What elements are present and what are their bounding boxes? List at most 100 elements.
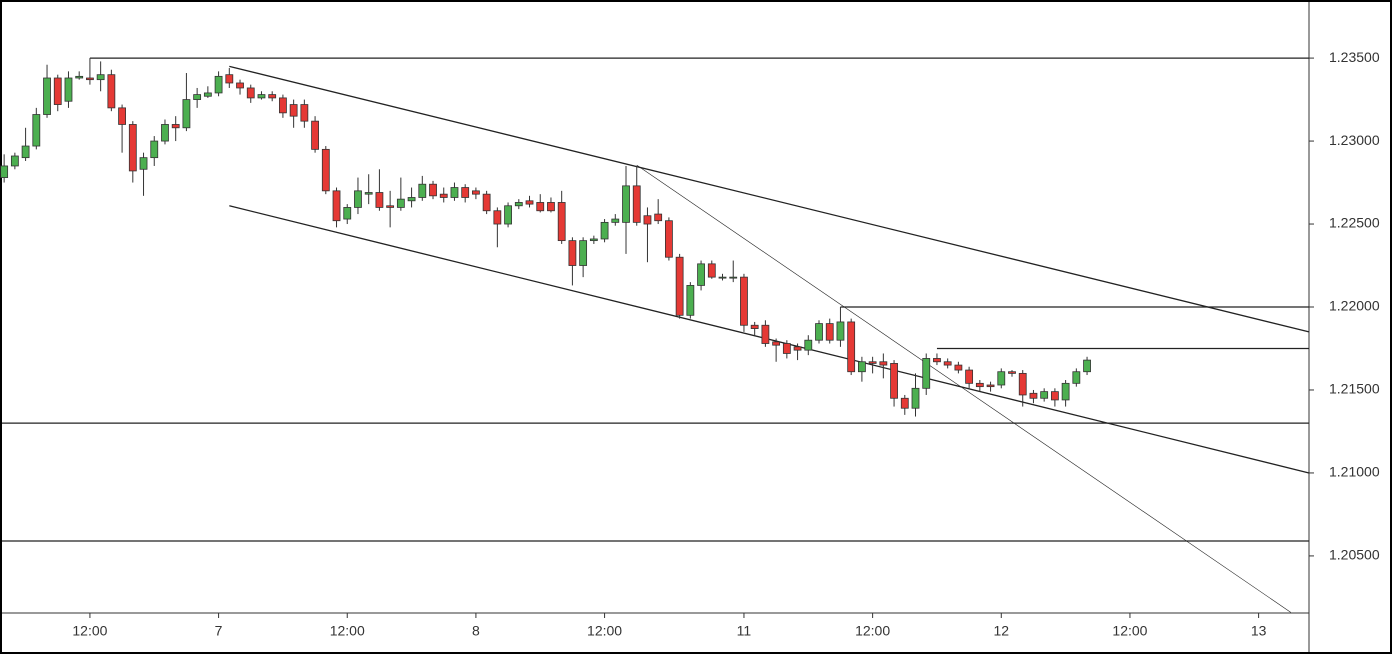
axes: 1.23500 1.23000 1.22500 1.22000 1.21500 1.210… (72, 49, 1379, 639)
candle-body (568, 240, 577, 266)
candle-body (654, 213, 663, 222)
y-tick-label: 1.21000 (1329, 464, 1380, 480)
candle-body (407, 197, 416, 202)
y-tick-label: 1.20500 (1329, 547, 1380, 563)
candle-body (1083, 359, 1091, 373)
candle-body (257, 94, 266, 99)
x-tick-label: 12:00 (72, 623, 107, 639)
candle-body (504, 205, 512, 225)
candle-body (0, 165, 9, 178)
y-tick-label: 1.23500 (1329, 49, 1380, 65)
candle-body (772, 341, 781, 346)
x-tick-label: 13 (1251, 623, 1267, 639)
x-tick-label: 12:00 (855, 623, 890, 639)
x-tick-label: 8 (472, 623, 480, 639)
candle-body (311, 120, 319, 150)
candle-body (375, 192, 384, 208)
candle-body (750, 324, 759, 329)
candle-body (793, 346, 802, 351)
candle-body (246, 87, 255, 99)
candle-body (665, 220, 673, 258)
candle-body (279, 97, 287, 114)
candle-body (171, 124, 180, 129)
candle-body (686, 285, 695, 316)
candle-body (804, 339, 813, 351)
candle-body (954, 364, 963, 371)
candle-body (1008, 371, 1016, 374)
candle-body (965, 369, 974, 384)
candle-body (364, 192, 373, 195)
trend-line (636, 164, 1291, 613)
candle-body (354, 190, 362, 208)
candle-body (429, 183, 437, 197)
candle-body (997, 371, 1006, 386)
candle-body (193, 94, 202, 100)
candle-body (139, 157, 148, 170)
candle-body (10, 155, 19, 167)
candle-body (396, 198, 405, 208)
candle-body (879, 361, 888, 366)
candle-body (1072, 371, 1081, 384)
x-tick-label: 12 (993, 623, 1009, 639)
candle-body (890, 363, 898, 399)
candle-body (182, 99, 191, 129)
candle-body (761, 324, 770, 344)
candle-body (825, 323, 834, 341)
candle-body (911, 387, 920, 409)
candle-body (386, 205, 395, 208)
trend-line (229, 65, 1310, 333)
candle-body (536, 202, 545, 212)
candle-body (589, 238, 598, 242)
candle-body (493, 210, 502, 225)
candle-body (161, 124, 169, 142)
candle-body (922, 358, 931, 389)
candle-body (472, 190, 480, 195)
candle-body (815, 323, 823, 341)
candle-body (289, 104, 298, 117)
y-tick-label: 1.23000 (1329, 132, 1380, 148)
x-tick-label: 12:00 (1112, 623, 1147, 639)
candle-body (86, 77, 94, 81)
x-tick-label: 12:00 (330, 623, 365, 639)
y-tick-label: 1.21500 (1329, 381, 1380, 397)
candle-body (782, 343, 791, 354)
candle-body (868, 361, 877, 364)
candle-body (461, 187, 470, 198)
candle-body (675, 256, 684, 316)
candle-body (203, 92, 212, 97)
candle-body (1018, 372, 1027, 396)
candle-body (321, 148, 330, 192)
candle-body (268, 94, 277, 99)
candle-body (900, 397, 909, 409)
candle-body (514, 202, 523, 207)
candle-body (150, 140, 159, 159)
candle-body (300, 104, 309, 122)
candle-body (75, 75, 84, 79)
candle-body (740, 276, 748, 326)
candle-body (697, 263, 705, 286)
candle-body (707, 263, 716, 278)
candle-body (557, 202, 566, 242)
candle-body (1061, 382, 1070, 401)
candle-body (547, 202, 555, 212)
candle-body (118, 107, 126, 125)
candle-body (525, 200, 534, 205)
candle-body (482, 193, 491, 212)
candle-body (439, 193, 448, 198)
candle-body (214, 75, 223, 94)
candle-body (32, 114, 41, 147)
candle-body (64, 77, 73, 102)
candle-body (332, 190, 341, 222)
candle-body (450, 187, 459, 198)
candle-body (632, 185, 641, 223)
y-tick-label: 1.22500 (1329, 215, 1380, 231)
candle-body (418, 183, 427, 198)
candles (0, 58, 1091, 417)
candle-body (847, 321, 856, 373)
candle-body (579, 240, 588, 266)
candle-body (943, 361, 952, 366)
candle-body (622, 185, 630, 223)
